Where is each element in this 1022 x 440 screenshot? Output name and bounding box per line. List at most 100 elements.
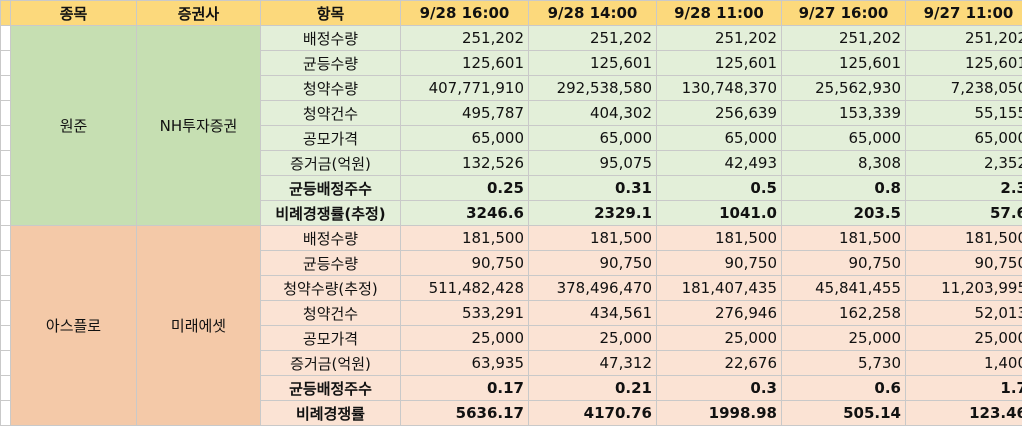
value-cell[interactable]: 65,000: [905, 125, 1022, 151]
value-cell[interactable]: 495,787: [400, 100, 529, 126]
header-broker[interactable]: 증권사: [136, 0, 261, 26]
item-label-cell[interactable]: 증거금(억원): [260, 150, 401, 176]
value-cell[interactable]: 125,601: [528, 50, 657, 76]
value-cell[interactable]: 11,203,995: [905, 275, 1022, 301]
value-cell[interactable]: 153,339: [781, 100, 906, 126]
value-cell[interactable]: 25,562,930: [781, 75, 906, 101]
header-time-3[interactable]: 9/28 11:00: [656, 0, 782, 26]
value-cell[interactable]: 251,202: [905, 25, 1022, 51]
value-cell[interactable]: 3246.6: [400, 200, 529, 226]
value-cell[interactable]: 65,000: [781, 125, 906, 151]
value-cell[interactable]: 203.5: [781, 200, 906, 226]
value-cell[interactable]: 0.31: [528, 175, 657, 201]
value-cell[interactable]: 5636.17: [400, 400, 529, 426]
item-label-cell[interactable]: 청약수량(추정): [260, 275, 401, 301]
value-cell[interactable]: 2,352: [905, 150, 1022, 176]
item-label-cell[interactable]: 배정수량: [260, 25, 401, 51]
value-cell[interactable]: 181,407,435: [656, 275, 782, 301]
value-cell[interactable]: 45,841,455: [781, 275, 906, 301]
item-label-cell[interactable]: 균등수량: [260, 250, 401, 276]
header-time-1[interactable]: 9/28 16:00: [400, 0, 529, 26]
value-cell[interactable]: 505.14: [781, 400, 906, 426]
value-cell[interactable]: 90,750: [656, 250, 782, 276]
value-cell[interactable]: 0.21: [528, 375, 657, 401]
item-label-cell[interactable]: 청약수량: [260, 75, 401, 101]
value-cell[interactable]: 0.3: [656, 375, 782, 401]
value-cell[interactable]: 434,561: [528, 300, 657, 326]
item-label-cell[interactable]: 청약건수: [260, 300, 401, 326]
value-cell[interactable]: 63,935: [400, 350, 529, 376]
stock-name-cell[interactable]: 아스플로: [10, 225, 137, 426]
value-cell[interactable]: 251,202: [528, 25, 657, 51]
value-cell[interactable]: 181,500: [905, 225, 1022, 251]
value-cell[interactable]: 95,075: [528, 150, 657, 176]
value-cell[interactable]: 25,000: [781, 325, 906, 351]
value-cell[interactable]: 125,601: [400, 50, 529, 76]
value-cell[interactable]: 511,482,428: [400, 275, 529, 301]
value-cell[interactable]: 47,312: [528, 350, 657, 376]
header-time-5[interactable]: 9/27 11:00: [905, 0, 1022, 26]
value-cell[interactable]: 0.5: [656, 175, 782, 201]
broker-name-cell[interactable]: 미래에셋: [136, 225, 261, 426]
value-cell[interactable]: 162,258: [781, 300, 906, 326]
value-cell[interactable]: 256,639: [656, 100, 782, 126]
header-stock[interactable]: 종목: [10, 0, 137, 26]
value-cell[interactable]: 181,500: [656, 225, 782, 251]
value-cell[interactable]: 1041.0: [656, 200, 782, 226]
value-cell[interactable]: 132,526: [400, 150, 529, 176]
item-label-cell[interactable]: 공모가격: [260, 325, 401, 351]
value-cell[interactable]: 0.6: [781, 375, 906, 401]
value-cell[interactable]: 90,750: [400, 250, 529, 276]
value-cell[interactable]: 4170.76: [528, 400, 657, 426]
item-label-cell[interactable]: 균등배정주수: [260, 375, 401, 401]
value-cell[interactable]: 251,202: [781, 25, 906, 51]
item-label-cell[interactable]: 균등배정주수: [260, 175, 401, 201]
value-cell[interactable]: 8,308: [781, 150, 906, 176]
value-cell[interactable]: 25,000: [656, 325, 782, 351]
value-cell[interactable]: 90,750: [905, 250, 1022, 276]
value-cell[interactable]: 125,601: [656, 50, 782, 76]
value-cell[interactable]: 2329.1: [528, 200, 657, 226]
value-cell[interactable]: 22,676: [656, 350, 782, 376]
value-cell[interactable]: 65,000: [400, 125, 529, 151]
value-cell[interactable]: 52,013: [905, 300, 1022, 326]
value-cell[interactable]: 0.8: [781, 175, 906, 201]
item-label-cell[interactable]: 비례경쟁률(추정): [260, 200, 401, 226]
header-time-4[interactable]: 9/27 16:00: [781, 0, 906, 26]
value-cell[interactable]: 0.17: [400, 375, 529, 401]
value-cell[interactable]: 25,000: [528, 325, 657, 351]
value-cell[interactable]: 2.3: [905, 175, 1022, 201]
value-cell[interactable]: 181,500: [400, 225, 529, 251]
header-item[interactable]: 항목: [260, 0, 401, 26]
value-cell[interactable]: 90,750: [781, 250, 906, 276]
value-cell[interactable]: 57.6: [905, 200, 1022, 226]
item-label-cell[interactable]: 균등수량: [260, 50, 401, 76]
value-cell[interactable]: 25,000: [400, 325, 529, 351]
value-cell[interactable]: 407,771,910: [400, 75, 529, 101]
value-cell[interactable]: 65,000: [656, 125, 782, 151]
item-label-cell[interactable]: 증거금(억원): [260, 350, 401, 376]
value-cell[interactable]: 65,000: [528, 125, 657, 151]
value-cell[interactable]: 181,500: [781, 225, 906, 251]
value-cell[interactable]: 125,601: [781, 50, 906, 76]
value-cell[interactable]: 292,538,580: [528, 75, 657, 101]
value-cell[interactable]: 5,730: [781, 350, 906, 376]
header-time-2[interactable]: 9/28 14:00: [528, 0, 657, 26]
value-cell[interactable]: 1.7: [905, 375, 1022, 401]
stock-name-cell[interactable]: 원준: [10, 25, 137, 226]
value-cell[interactable]: 7,238,050: [905, 75, 1022, 101]
item-label-cell[interactable]: 공모가격: [260, 125, 401, 151]
item-label-cell[interactable]: 청약건수: [260, 100, 401, 126]
value-cell[interactable]: 1,400: [905, 350, 1022, 376]
item-label-cell[interactable]: 비례경쟁률: [260, 400, 401, 426]
value-cell[interactable]: 25,000: [905, 325, 1022, 351]
value-cell[interactable]: 123.46: [905, 400, 1022, 426]
value-cell[interactable]: 404,302: [528, 100, 657, 126]
value-cell[interactable]: 251,202: [400, 25, 529, 51]
value-cell[interactable]: 55,155: [905, 100, 1022, 126]
value-cell[interactable]: 42,493: [656, 150, 782, 176]
value-cell[interactable]: 90,750: [528, 250, 657, 276]
value-cell[interactable]: 533,291: [400, 300, 529, 326]
value-cell[interactable]: 276,946: [656, 300, 782, 326]
value-cell[interactable]: 0.25: [400, 175, 529, 201]
